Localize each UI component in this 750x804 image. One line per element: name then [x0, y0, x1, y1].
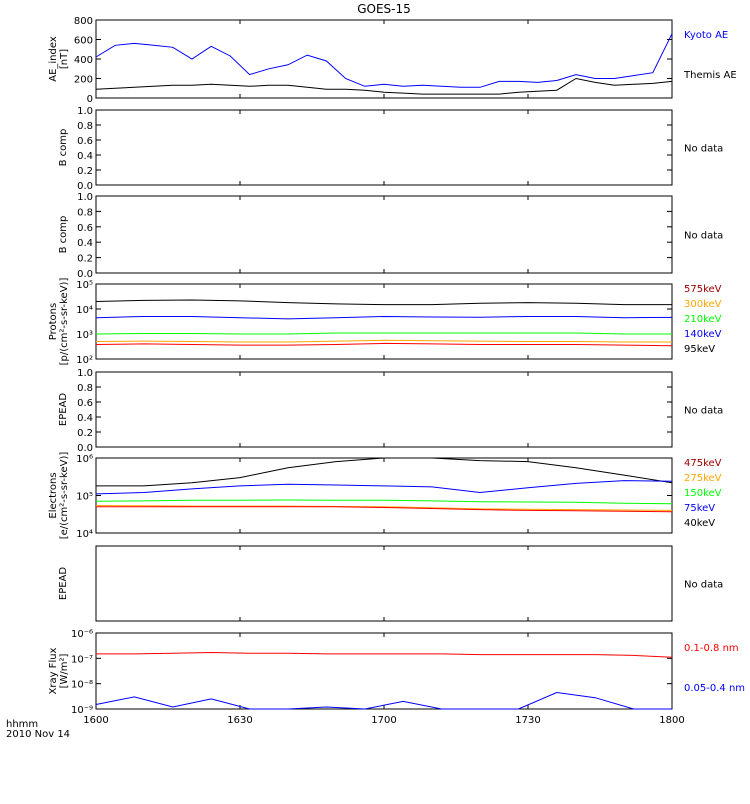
ytick-label-bcomp2: 0.4 [77, 238, 93, 249]
panel-frame-xray [95, 632, 673, 710]
legend-entry: 140keV [684, 329, 722, 340]
xtick-label: 1630 [227, 715, 252, 726]
series-line-0-1-0-8-nm [96, 651, 673, 658]
no-data-label: No data [684, 580, 723, 591]
ylabel-ae: AE_index [48, 36, 59, 82]
ytick-label-epead1: 1.0 [77, 368, 93, 379]
ytick-label-ae: 600 [74, 36, 93, 47]
panel-frame-protons [95, 283, 673, 360]
series-line-140kev [95, 339, 672, 343]
footer-date-label: 2010 Nov 14 [6, 729, 70, 740]
ytick-label-bcomp1: 0.2 [77, 166, 93, 177]
ytick-label-bcomp1: 0.4 [77, 151, 93, 162]
legend-entry: 150keV [684, 488, 722, 499]
legend-entry: Kyoto AE [684, 30, 728, 41]
ytick-label-xray: 10⁻⁷ [71, 654, 93, 665]
ylabel-epead1: EPEAD [58, 393, 69, 427]
legend-entry: 0.05-0.4 nm [684, 683, 745, 694]
no-data-label: No data [684, 406, 723, 417]
chart-title: GOES-15 [357, 2, 411, 16]
ytick-label-protons: 10⁴ [76, 305, 93, 316]
legend-entry: 40keV [684, 518, 715, 529]
ytick-label-ae: 0 [87, 94, 93, 105]
legend-entry: 95keV [684, 344, 715, 355]
ytick-label-bcomp2: 0.6 [77, 223, 93, 234]
xtick-label: 1800 [659, 715, 684, 726]
legend-entry: 0.1-0.8 nm [684, 643, 739, 654]
ytick-label-bcomp1: 0.8 [77, 121, 93, 132]
ylabel-electrons: Electrons [48, 472, 59, 518]
ylabel-epead2: EPEAD [58, 567, 69, 601]
ytick-label-epead1: 0.0 [77, 443, 93, 454]
ylabel-bcomp2: B comp [58, 216, 69, 254]
ytick-label-protons: 10² [76, 355, 93, 366]
ytick-label-xray: 10⁻⁸ [71, 680, 93, 691]
ylabel-ae: [nT] [59, 49, 70, 69]
legend-entry: 75keV [684, 503, 715, 514]
ytick-label-bcomp1: 0.0 [77, 181, 93, 192]
series-line-95kev [95, 342, 673, 347]
ytick-label-epead1: 0.6 [77, 398, 93, 409]
ylabel-electrons: [e/(cm²-s-sr-keV)] [59, 452, 70, 540]
ytick-label-ae: 800 [74, 16, 93, 27]
panel-frame-epead1 [95, 371, 673, 448]
ytick-label-electrons: 10⁵ [76, 492, 93, 503]
xtick-label: 1700 [371, 715, 396, 726]
series-line-kyoto-ae [95, 33, 673, 88]
ylabel-protons: Protons [48, 303, 59, 340]
ylabel-bcomp1: B comp [58, 129, 69, 167]
panel-frame-bcomp1 [95, 109, 673, 186]
ylabel-xray: [W/m²] [59, 653, 70, 688]
ytick-label-electrons: 10⁴ [76, 529, 93, 540]
series-line-210kev [95, 332, 672, 335]
ytick-label-xray: 10⁻⁶ [71, 629, 93, 640]
ytick-label-ae: 400 [74, 55, 93, 66]
ytick-label-xray: 10⁻⁹ [71, 705, 93, 716]
footer-time-label: hhmm [6, 719, 38, 730]
series-line-575kev [95, 299, 672, 306]
ytick-label-bcomp2: 0.2 [77, 254, 93, 265]
ylabel-xray: Xray Flux [48, 647, 59, 694]
ylabel-protons: [p/(cm²-s-sr-keV)] [59, 278, 70, 366]
ytick-label-electrons: 10⁶ [76, 454, 93, 465]
series-line-275kev [95, 480, 673, 495]
no-data-label: No data [684, 231, 723, 242]
ytick-label-bcomp1: 1.0 [77, 106, 93, 117]
ytick-label-epead1: 0.4 [77, 413, 93, 424]
series-line-75kev [95, 505, 673, 511]
xtick-label: 1600 [83, 715, 108, 726]
ytick-label-epead1: 0.8 [77, 383, 93, 394]
legend-entry: 300keV [684, 299, 722, 310]
series-line-40kev [96, 506, 673, 513]
panel-frame-bcomp2 [95, 195, 673, 274]
series-line-475kev [96, 457, 673, 487]
xtick-label: 1730 [515, 715, 540, 726]
legend-entry: 210keV [684, 314, 722, 325]
legend-entry: Themis AE [683, 70, 737, 81]
ytick-label-ae: 200 [74, 75, 93, 86]
ytick-label-bcomp2: 0.0 [77, 269, 93, 280]
ytick-label-bcomp2: 1.0 [77, 192, 93, 203]
ytick-label-protons: 10³ [76, 330, 93, 341]
panel-frame-ae [95, 19, 673, 99]
series-line-themis-ae [95, 77, 673, 95]
series-line-150kev [95, 499, 673, 505]
ytick-label-bcomp1: 0.6 [77, 136, 93, 147]
series-line-300kev [95, 315, 673, 320]
no-data-label: No data [684, 144, 723, 155]
ytick-label-protons: 10⁵ [76, 280, 93, 291]
legend-entry: 475keV [684, 458, 722, 469]
ytick-label-bcomp2: 0.8 [77, 207, 93, 218]
legend-entry: 275keV [684, 473, 722, 484]
ytick-label-epead1: 0.2 [77, 428, 93, 439]
panel-frame-epead2 [95, 545, 673, 622]
series-line-0-05-0-4-nm [95, 691, 672, 710]
legend-entry: 575keV [684, 284, 722, 295]
